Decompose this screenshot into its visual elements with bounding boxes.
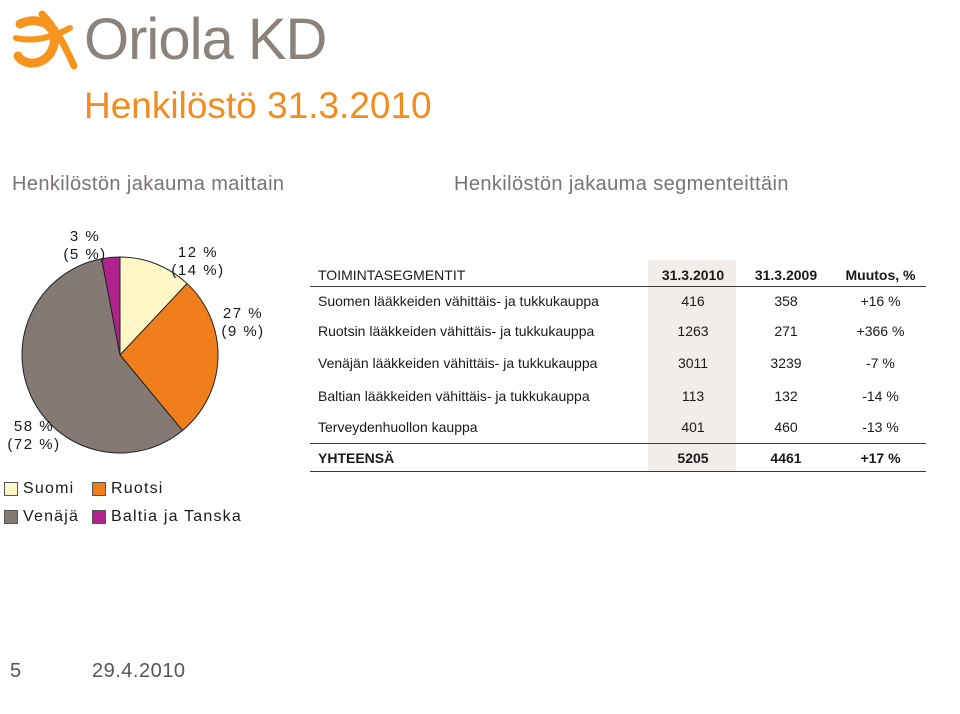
page-title: Henkilöstö 31.3.2010 <box>84 85 432 126</box>
table-row: Ruotsin lääkkeiden vähittäis- ja tukkuka… <box>318 323 905 339</box>
pie-label-baltia: 3 % (5 %) <box>63 228 107 263</box>
legend-item-baltia: Baltia ja Tanska <box>92 508 242 526</box>
country-pie-chart <box>21 256 219 454</box>
table-row: Venäjän lääkkeiden vähittäis- ja tukkuka… <box>318 355 895 371</box>
logo-text: Oriola KD <box>84 7 327 72</box>
table-row: Terveydenhuollon kauppa 401 460 -13 % <box>318 419 899 435</box>
footer-date: 29.4.2010 <box>92 660 186 682</box>
pie-label-suomi: 12 % (14 %) <box>171 244 225 279</box>
table-total-row: YHTEENSÄ 5205 4461 +17 % <box>318 450 901 466</box>
legend-swatch <box>92 482 106 496</box>
pie-label-ruotsi: 27 % (9 %) <box>221 305 265 340</box>
legend-swatch <box>4 482 18 496</box>
table-row: Suomen lääkkeiden vähittäis- ja tukkukau… <box>318 293 901 309</box>
segment-table: TOIMINTASEGMENTIT 31.3.2010 31.3.2009 Mu… <box>310 260 926 472</box>
legend-item-venaja: Venäjä <box>4 508 79 526</box>
table-row: Baltian lääkkeiden vähittäis- ja tukkuka… <box>318 388 899 404</box>
current-column-highlight <box>648 260 736 472</box>
bottom-rule <box>310 471 926 472</box>
header-change: Muutos, % <box>845 267 916 283</box>
pie-slice-baltia-ja-tanska <box>101 256 121 356</box>
table-header-row: TOIMINTASEGMENTIT 31.3.2010 31.3.2009 Mu… <box>310 260 926 290</box>
header-2010: 31.3.2010 <box>661 267 725 283</box>
header-segment: TOIMINTASEGMENTIT <box>318 267 466 283</box>
pie-slice-ruotsi <box>119 282 219 432</box>
subtitle-country-distribution: Henkilöstön jakauma maittain <box>12 173 285 195</box>
logo-mark-icon <box>13 10 78 70</box>
page-number: 5 <box>10 660 22 682</box>
pie-slice-ven-j- <box>21 258 184 454</box>
legend-item-ruotsi: Ruotsi <box>92 480 164 498</box>
legend-swatch <box>4 510 18 524</box>
legend-swatch <box>92 510 106 524</box>
total-rule <box>310 443 926 444</box>
subtitle-segment-distribution: Henkilöstön jakauma segmenteittäin <box>454 173 789 195</box>
header-2009: 31.3.2009 <box>754 267 818 283</box>
header-rule <box>310 286 926 287</box>
legend-item-suomi: Suomi <box>4 480 74 498</box>
pie-label-venaja: 58 % (72 %) <box>7 418 61 453</box>
oriola-kd-logo <box>13 10 78 70</box>
pie-slice-suomi <box>119 256 188 357</box>
